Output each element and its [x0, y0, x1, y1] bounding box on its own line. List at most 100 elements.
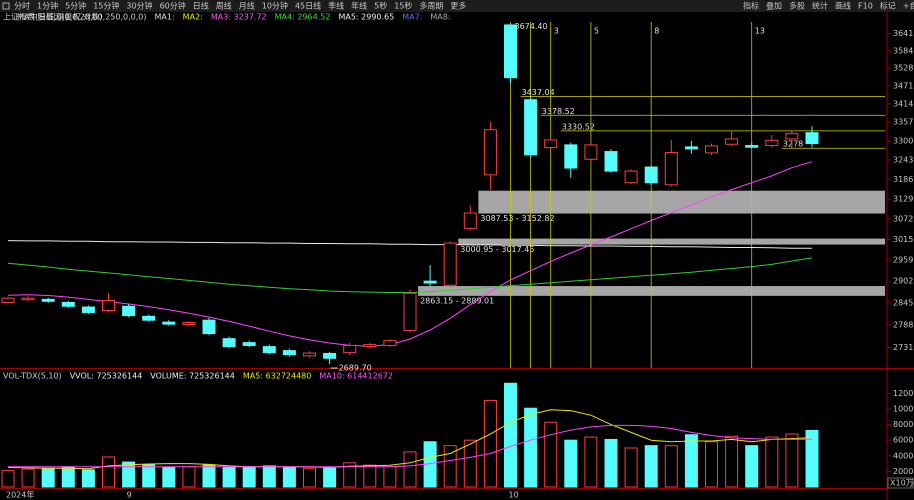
candle-body — [182, 322, 196, 325]
volume-legend: MA5: 632724480 — [243, 372, 312, 381]
candle-body — [282, 350, 296, 356]
menu-icon[interactable] — [2, 2, 10, 10]
toolbar-button[interactable]: +自选 — [903, 1, 914, 11]
candle-body — [604, 151, 618, 172]
volume-bar — [544, 421, 558, 488]
volume-bar — [1, 470, 15, 488]
ma-line — [7, 240, 813, 249]
y-tick-label: 2959 — [893, 255, 913, 264]
y-tick-label: 3528 — [893, 64, 913, 73]
toolbar-button[interactable]: 标记 — [880, 1, 896, 11]
candle-body — [423, 280, 437, 284]
toolbar-button[interactable]: 指标 — [743, 1, 759, 11]
y-tick-label: 3243 — [893, 155, 913, 164]
volume-bar — [644, 445, 658, 488]
high-label: 3674.40 — [515, 22, 548, 31]
legend-entry: MA8: — [430, 13, 450, 22]
toolbar-tab[interactable]: 年线 — [351, 1, 367, 11]
volume-bar — [81, 469, 95, 488]
volume-bar — [584, 436, 598, 488]
candle-body — [785, 133, 799, 140]
zone-label: 3087.53 - 3152.82 — [480, 214, 554, 223]
volume-legend: VOL-TDX(5,10) — [3, 372, 62, 381]
toolbar-tab[interactable]: 60分钟 — [160, 1, 186, 11]
candle-body — [122, 305, 136, 317]
candle-body — [544, 139, 558, 149]
toolbar-tab[interactable]: 10分钟 — [262, 1, 288, 11]
toolbar-tab[interactable]: 月线 — [239, 1, 255, 11]
candle-body — [262, 346, 276, 354]
volume-bar — [504, 382, 517, 488]
legend-entry: MA3: 3237.72 — [211, 13, 267, 22]
y-tick-label: 2902 — [893, 277, 913, 286]
y-tick-label: 3584 — [893, 46, 913, 55]
y-tick-label: 3072 — [893, 215, 913, 224]
y-tick-label: 2788 — [893, 320, 913, 329]
toolbar-tab[interactable]: 更多 — [450, 1, 466, 11]
toolbar-tab[interactable]: 日线 — [193, 1, 209, 11]
y-tick-label: 3129 — [893, 194, 913, 203]
volume-bar — [624, 447, 638, 488]
toolbar-tab[interactable]: 5分钟 — [65, 1, 86, 11]
level-label: 3378.52 — [542, 107, 575, 116]
candle-body — [745, 145, 759, 148]
toolbar-tab[interactable]: 5秒 — [374, 1, 387, 11]
volume-bar — [323, 467, 337, 488]
volume-bar — [765, 436, 779, 488]
candle-body — [41, 298, 55, 302]
x-tick-label: 10 — [509, 491, 519, 500]
toolbar-tab[interactable]: 分时 — [14, 1, 30, 11]
volume-bar — [102, 456, 115, 488]
candle-body — [725, 138, 739, 145]
toolbar-button[interactable]: 多股 — [789, 1, 805, 11]
y-tick-label: 3186 — [893, 175, 913, 184]
x-tick-label: 2024年 — [6, 490, 34, 500]
candle-body — [142, 315, 156, 321]
volume-bar — [122, 461, 136, 488]
candle-body — [705, 145, 718, 154]
volume-bar — [363, 464, 377, 488]
toolbar-button[interactable]: 叠加 — [766, 1, 782, 11]
toolbar-button[interactable]: 画线 — [835, 1, 851, 11]
y-tick-label: 12000 — [893, 389, 914, 398]
toolbar-tab[interactable]: 季线 — [328, 1, 344, 11]
y-tick-label: 3300 — [893, 136, 913, 145]
candle-body — [383, 340, 397, 346]
legend-entry: MA2: — [183, 13, 203, 22]
legend-entry: MA4: 2964.52 — [275, 13, 331, 22]
x-tick-label: 9 — [127, 491, 132, 500]
volume-ma-line — [8, 424, 813, 468]
volume-bar — [182, 466, 196, 488]
candle-body — [443, 242, 457, 286]
candle-body — [1, 297, 15, 303]
toolbar-tab[interactable]: 15秒 — [394, 1, 412, 11]
volume-legend: VOLUME: 725326144 — [150, 372, 235, 381]
toolbar-button[interactable]: F10 — [858, 2, 873, 11]
toolbar-tab[interactable]: 15分钟 — [93, 1, 119, 11]
toolbar-tab[interactable]: 45日线 — [295, 1, 321, 11]
toolbar-tab[interactable]: 周线 — [216, 1, 232, 11]
volume-bar — [785, 433, 799, 488]
volume-bar — [142, 463, 156, 488]
chart-title: 上证指数(日线,前复权,对数) — [3, 12, 102, 22]
volume-bar — [664, 445, 678, 488]
toolbar-button[interactable]: 统计 — [812, 1, 828, 11]
time-line-label: 5 — [594, 27, 599, 36]
y-tick-label: 3015 — [893, 235, 913, 244]
toolbar-tab[interactable]: 多周期 — [419, 1, 443, 11]
y-tick-label: 8000 — [893, 420, 913, 429]
candle-body — [21, 297, 35, 301]
toolbar-tab[interactable]: 1分钟 — [37, 1, 58, 11]
volume-bar — [403, 451, 417, 488]
toolbar-tab[interactable]: 30分钟 — [126, 1, 152, 11]
volume-bar — [162, 467, 176, 488]
volume-bar — [705, 441, 718, 488]
candle-body — [343, 344, 357, 354]
volume-legend: MA10: 614412672 — [319, 372, 393, 381]
volume-bar — [604, 438, 618, 488]
volume-bar — [262, 465, 276, 488]
low-label: 2689.70 — [339, 364, 372, 373]
